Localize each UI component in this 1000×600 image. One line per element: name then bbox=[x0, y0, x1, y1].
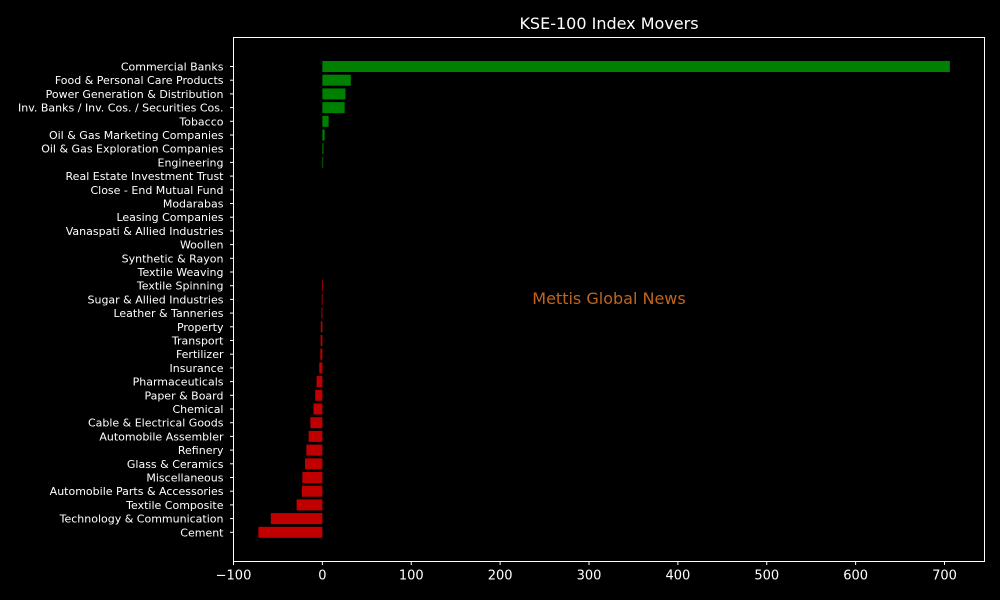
bar bbox=[306, 444, 323, 456]
category-label: Refinery bbox=[178, 444, 224, 457]
category-label: Commercial Banks bbox=[121, 61, 224, 74]
x-ticks-group: −100 0 100 200 300 400 500 600 700 bbox=[216, 561, 957, 584]
category-label: Leasing Companies bbox=[116, 211, 223, 224]
bar bbox=[322, 143, 324, 155]
x-tick-label: 100 bbox=[399, 569, 424, 584]
category-label: Cable & Electrical Goods bbox=[88, 417, 224, 430]
category-label: Textile Spinning bbox=[136, 280, 224, 293]
category-label: Food & Personal Care Products bbox=[55, 74, 224, 87]
category-label: Textile Weaving bbox=[137, 266, 224, 279]
category-label: Sugar & Allied Industries bbox=[87, 293, 223, 306]
bar bbox=[320, 348, 323, 360]
bar bbox=[321, 280, 323, 292]
bar bbox=[305, 458, 323, 470]
bar bbox=[321, 307, 323, 319]
bar bbox=[315, 389, 323, 401]
x-tick-label: 500 bbox=[754, 569, 779, 584]
bar bbox=[321, 293, 323, 305]
category-label: Leather & Tanneries bbox=[113, 307, 223, 320]
bar bbox=[270, 513, 323, 525]
category-label: Close - End Mutual Fund bbox=[90, 184, 223, 197]
category-label: Woollen bbox=[180, 239, 224, 252]
category-label: Modarabas bbox=[163, 198, 224, 211]
bar bbox=[308, 430, 323, 442]
category-label: Automobile Assembler bbox=[99, 430, 224, 443]
watermark-text: Mettis Global News bbox=[532, 289, 685, 308]
x-tick-label: 0 bbox=[318, 569, 326, 584]
category-label: Miscellaneous bbox=[146, 472, 223, 485]
category-label: Synthetic & Rayon bbox=[122, 252, 224, 265]
category-label: Oil & Gas Exploration Companies bbox=[41, 143, 224, 156]
category-label: Paper & Board bbox=[144, 389, 223, 402]
category-label: Technology & Communication bbox=[59, 513, 224, 526]
category-label: Cement bbox=[180, 526, 224, 539]
axes-frame bbox=[233, 37, 985, 562]
bar bbox=[301, 485, 323, 497]
bar bbox=[322, 156, 324, 168]
bar bbox=[258, 526, 323, 538]
category-label: Inv. Banks / Inv. Cos. / Securities Cos. bbox=[18, 102, 223, 115]
bar bbox=[322, 115, 329, 127]
category-label: Glass & Ceramics bbox=[127, 458, 224, 471]
bars-group bbox=[258, 61, 950, 538]
category-label: Automobile Parts & Accessories bbox=[50, 485, 224, 498]
bar bbox=[322, 129, 325, 141]
x-tick-label: 600 bbox=[843, 569, 868, 584]
category-label: Chemical bbox=[172, 403, 223, 416]
bar bbox=[296, 499, 323, 511]
category-label: Fertilizer bbox=[176, 348, 224, 361]
category-label: Vanaspati & Allied Industries bbox=[66, 225, 224, 238]
bar bbox=[316, 376, 323, 388]
category-label: Oil & Gas Marketing Companies bbox=[49, 129, 224, 142]
category-label: Real Estate Investment Trust bbox=[66, 170, 225, 183]
bar bbox=[320, 335, 323, 346]
category-label: Transport bbox=[171, 335, 224, 348]
bar bbox=[310, 417, 323, 429]
category-label: Pharmaceuticals bbox=[133, 376, 224, 389]
category-label: Power Generation & Distribution bbox=[46, 88, 224, 101]
category-label: Textile Composite bbox=[125, 499, 224, 512]
bar bbox=[319, 362, 323, 374]
chart-title: KSE-100 Index Movers bbox=[519, 14, 698, 33]
category-label: Tobacco bbox=[178, 115, 223, 128]
bar bbox=[322, 102, 345, 114]
bar bbox=[322, 88, 346, 100]
x-tick-label: 200 bbox=[488, 569, 513, 584]
x-tick-label: 300 bbox=[577, 569, 602, 584]
category-label: Property bbox=[177, 321, 224, 334]
x-tick-label: −100 bbox=[216, 569, 252, 584]
category-label: Engineering bbox=[158, 156, 224, 169]
bar bbox=[302, 472, 323, 483]
bar bbox=[313, 403, 323, 415]
x-tick-label: 700 bbox=[932, 569, 957, 584]
x-tick-label: 400 bbox=[665, 569, 690, 584]
bar bbox=[322, 74, 351, 86]
bar bbox=[320, 321, 323, 333]
category-label: Insurance bbox=[170, 362, 224, 375]
bar bbox=[322, 61, 950, 72]
